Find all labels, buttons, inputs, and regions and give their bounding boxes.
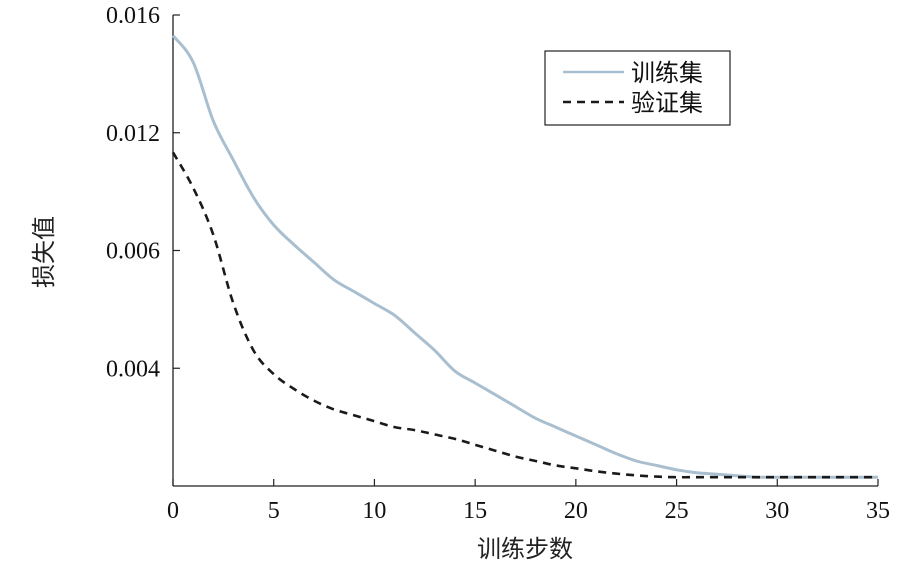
x-tick-label: 25 <box>665 498 689 524</box>
plot-area: 0 5 10 15 20 25 30 35 0.004 0.006 0.012 0.016 <box>106 3 890 524</box>
x-ticks: 0 5 10 15 20 25 30 35 <box>167 479 890 524</box>
x-tick-label: 15 <box>463 498 487 524</box>
legend-label-validation: 验证集 <box>631 89 703 117</box>
y-tick-label: 0.012 <box>106 121 160 147</box>
x-tick-label: 0 <box>167 498 179 524</box>
y-tick-label: 0.004 <box>106 356 160 382</box>
train-loss-line <box>171 34 878 479</box>
x-tick-label: 10 <box>362 498 386 524</box>
y-tick-label: 0.006 <box>106 239 160 265</box>
x-axis-label: 训练步数 <box>477 535 573 563</box>
y-axis-label: 损失值 <box>30 216 58 288</box>
x-tick-label: 5 <box>268 498 280 524</box>
validation-loss-line <box>171 151 878 479</box>
series-layer <box>171 34 878 479</box>
legend: 训练集 验证集 <box>544 50 731 126</box>
y-ticks: 0.004 0.006 0.012 0.016 <box>106 3 180 382</box>
legend-label-train: 训练集 <box>631 59 703 87</box>
legend-box <box>544 50 731 126</box>
x-tick-label: 30 <box>765 498 789 524</box>
x-tick-label: 20 <box>564 498 588 524</box>
x-tick-label: 35 <box>866 498 890 524</box>
y-tick-label: 0.016 <box>106 3 160 29</box>
